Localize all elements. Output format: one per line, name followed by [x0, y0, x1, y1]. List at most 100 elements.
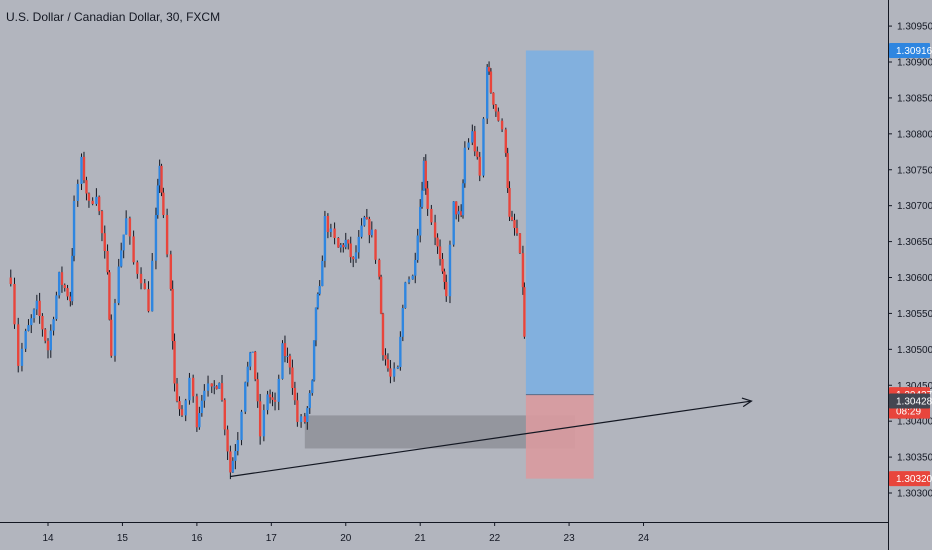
candle-body	[173, 340, 176, 384]
x-tick-label: 23	[564, 533, 576, 544]
candle-body	[273, 399, 277, 402]
candle-body	[363, 217, 366, 226]
candle-body	[117, 266, 120, 304]
candle-body	[184, 400, 187, 416]
candle-body	[401, 308, 405, 337]
candle-body	[433, 222, 437, 238]
candle-body	[27, 325, 30, 331]
y-tick-label: 1.30700	[897, 201, 932, 212]
candle-body	[151, 260, 154, 312]
x-tick-label: 20	[340, 533, 352, 544]
y-tick-label: 1.30450	[897, 381, 932, 392]
candle-body	[326, 216, 330, 233]
candle-body	[352, 257, 355, 260]
candle-body	[461, 183, 465, 216]
candle-body	[296, 400, 299, 422]
candle-body	[445, 281, 448, 297]
candle-body	[91, 200, 94, 204]
candle-body	[198, 413, 201, 428]
candle-body	[308, 393, 311, 409]
candle-body	[206, 383, 210, 391]
y-tick-label: 1.30650	[897, 237, 932, 248]
price-tag-label: 1.30428	[896, 397, 932, 408]
candle-body	[147, 289, 150, 312]
candle-body	[234, 450, 237, 461]
candle-body	[494, 104, 498, 112]
candle-body	[293, 387, 297, 401]
candle-body	[457, 211, 460, 215]
candle-body	[389, 368, 392, 377]
candle-body	[103, 233, 106, 251]
candle-body	[482, 118, 485, 176]
candle-body	[510, 216, 514, 221]
candle-body	[178, 401, 181, 410]
candle-body	[60, 272, 64, 285]
candle-body	[303, 416, 307, 423]
candle-body	[492, 92, 495, 105]
candle-body	[374, 229, 377, 260]
candle-body	[171, 288, 174, 341]
candle-body	[500, 120, 504, 130]
candle-body	[200, 400, 204, 414]
candle-body	[266, 394, 269, 411]
candle-body	[87, 193, 91, 201]
candle-body	[288, 355, 292, 368]
candle-body	[399, 336, 402, 367]
trendline-arrow	[741, 397, 753, 408]
candle-body	[9, 277, 12, 284]
candle-body	[459, 211, 463, 216]
y-tick-label: 1.30800	[897, 129, 932, 140]
candle-body	[35, 300, 39, 310]
candle-body	[213, 386, 216, 388]
candle-body	[365, 217, 369, 220]
candle-body	[218, 383, 221, 389]
candle-body	[256, 379, 259, 402]
candle-body	[110, 319, 113, 356]
candle-body	[210, 383, 213, 387]
candle-body	[17, 324, 20, 366]
candle-body	[143, 283, 146, 290]
candle-body	[226, 429, 229, 452]
candle-body	[476, 151, 479, 157]
candle-body	[323, 216, 327, 261]
candle-body	[38, 300, 41, 317]
candle-body	[156, 185, 159, 216]
candle-body	[165, 215, 169, 255]
candle-body	[471, 131, 474, 143]
candle-body	[489, 71, 493, 93]
candle-body	[504, 129, 508, 154]
candle-body	[463, 147, 467, 184]
candle-body	[473, 131, 476, 152]
y-tick-label: 1.30400	[897, 417, 932, 428]
candle-body	[306, 408, 309, 423]
candle-body	[521, 253, 525, 288]
price-tag-bg	[889, 43, 930, 59]
y-tick-label: 1.30350	[897, 453, 932, 464]
candle-body	[44, 329, 47, 341]
candle-body	[337, 237, 340, 248]
candle-body	[268, 394, 272, 398]
candle-body	[441, 258, 444, 272]
candles	[9, 61, 526, 480]
candle-body	[396, 366, 400, 369]
candle-body	[452, 201, 455, 245]
y-tick-label: 1.30300	[897, 489, 932, 500]
candle-body	[106, 250, 109, 273]
trendline	[230, 400, 752, 478]
candle-body	[271, 397, 274, 400]
candle-body	[286, 355, 289, 357]
candle-body	[339, 244, 342, 248]
y-tick-label: 1.30750	[897, 165, 932, 176]
candle-body	[508, 188, 511, 217]
y-tick-label: 1.30900	[897, 58, 932, 69]
candle-body	[85, 180, 88, 194]
candle-body	[311, 380, 314, 394]
price-tag-bg	[889, 471, 930, 487]
x-tick-label: 24	[638, 533, 650, 544]
candle-body	[113, 303, 117, 356]
candle-body	[119, 250, 123, 267]
candle-body	[63, 284, 66, 289]
candle-body	[70, 255, 74, 302]
